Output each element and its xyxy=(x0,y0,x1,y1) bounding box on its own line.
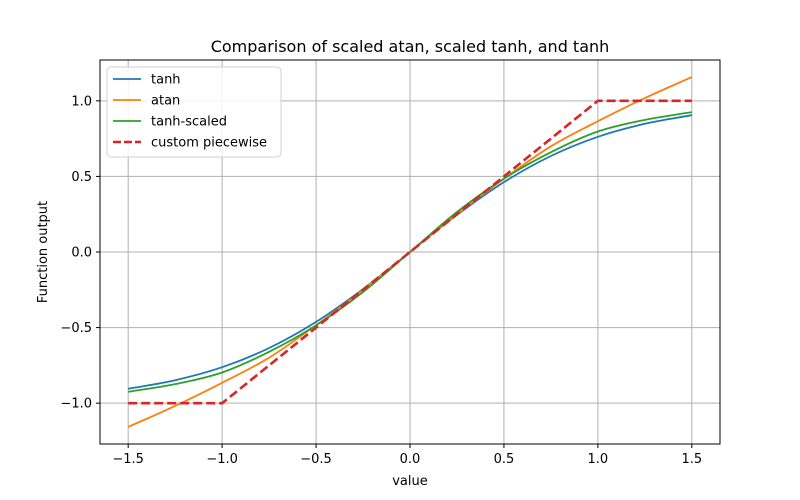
y-tick-label: 0.5 xyxy=(71,170,92,185)
y-axis-label: Function output xyxy=(36,201,51,303)
series-line-tanh-scaled xyxy=(128,111,692,393)
y-tick-label: −1.0 xyxy=(60,397,92,412)
legend-label: tanh xyxy=(151,73,181,88)
x-tick-label: −1.0 xyxy=(206,452,238,467)
series-lines xyxy=(127,76,693,428)
chart-title: Comparison of scaled atan, scaled tanh, … xyxy=(211,37,610,56)
legend-label: tanh-scaled xyxy=(151,115,227,130)
legend-label: custom piecewise xyxy=(151,136,267,151)
y-tick-label: −0.5 xyxy=(60,321,92,336)
x-axis-label: value xyxy=(392,474,428,489)
x-tick-label: 1.0 xyxy=(588,452,609,467)
y-tick-label: 1.0 xyxy=(71,94,92,109)
legend: tanh atan tanh-scaled custom piecewise xyxy=(106,66,282,158)
x-tick-label: 0.0 xyxy=(400,452,421,467)
legend-label: atan xyxy=(151,94,180,109)
y-tick-label: 0.0 xyxy=(71,246,92,261)
x-tick-label: −1.5 xyxy=(112,452,144,467)
x-tick-label: −0.5 xyxy=(300,452,332,467)
ticks: −1.5 −1.0 −0.5 0.0 0.5 1.0 1.5 −1.0 −0.5 0.0 0.5 1.… xyxy=(60,94,702,467)
series-line-custom-piecewise xyxy=(128,99,692,405)
x-tick-label: 0.5 xyxy=(494,452,515,467)
x-tick-label: 1.5 xyxy=(681,452,702,467)
legend-box xyxy=(106,66,282,158)
